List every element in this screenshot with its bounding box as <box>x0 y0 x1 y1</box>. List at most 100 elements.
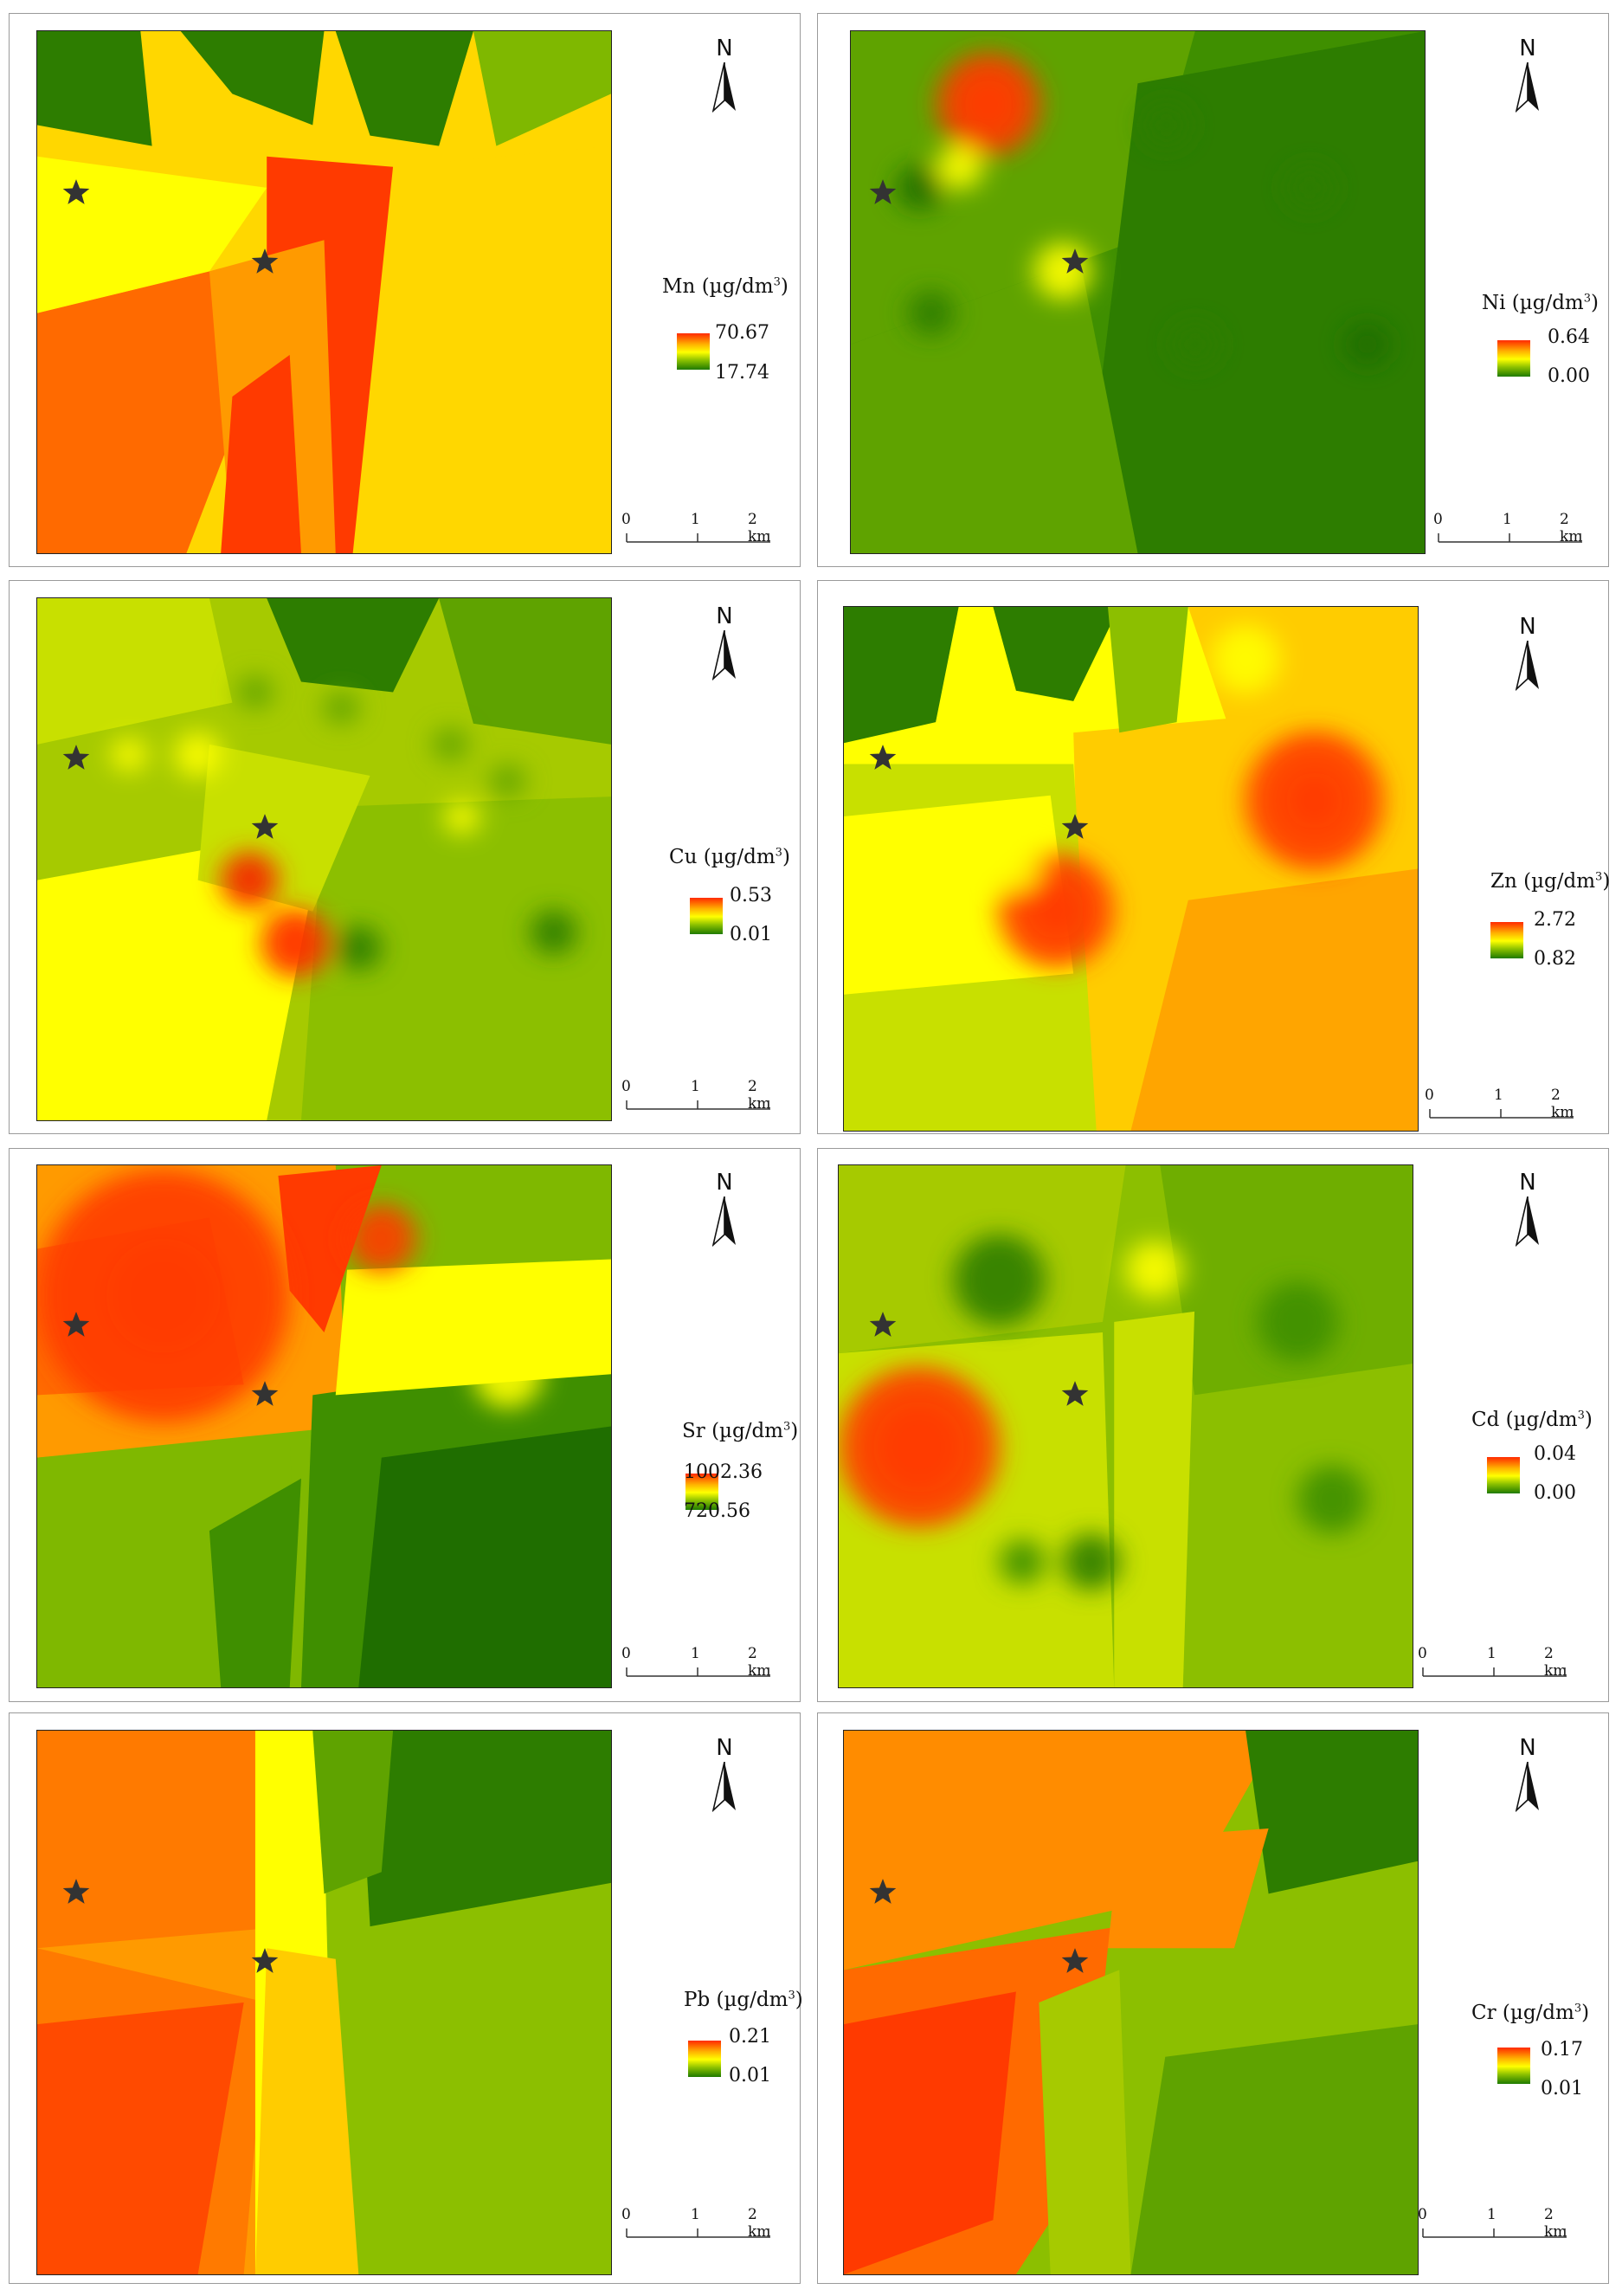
legend-element: Mn <box>662 275 702 298</box>
map-zone <box>1080 31 1425 553</box>
map-zone <box>180 31 325 126</box>
north-arrow: N <box>1502 1736 1554 1812</box>
map-zone <box>37 2003 244 2274</box>
site-marker-star-icon <box>868 1877 898 1906</box>
map-hotspot <box>1286 164 1333 211</box>
north-label: N <box>1519 614 1536 640</box>
map-zone <box>1114 1311 1195 1687</box>
scale-tick-label: 0 <box>621 511 631 528</box>
map-hotspot <box>908 290 955 337</box>
north-label: N <box>716 1170 733 1196</box>
cu-legend-title: Cu (µg/dm3) <box>669 846 790 868</box>
legend-max-value: 70.67 <box>715 322 769 344</box>
north-arrow-icon <box>1516 1762 1539 1812</box>
pb-legend-title: Pb (µg/dm3) <box>684 1989 803 2011</box>
legend-color-ramp <box>688 2041 721 2077</box>
scale-tick-label: 2 km <box>1544 1645 1567 1680</box>
map-hotspot <box>1143 102 1190 149</box>
map-zone <box>1182 1374 1413 1687</box>
map-hotspot <box>993 845 1039 893</box>
legend-color-ramp <box>1497 2048 1530 2084</box>
legend-unit-exponent: 3 <box>775 846 782 860</box>
scale-line <box>626 533 770 543</box>
mn-legend-title: Mn (µg/dm3) <box>662 275 788 298</box>
map-hotspot <box>444 800 480 835</box>
legend-min-value: 0.01 <box>730 924 772 945</box>
zn-distribution-map <box>843 606 1419 1132</box>
scale-tick-label: 2 km <box>1551 1087 1574 1121</box>
map-hotspot <box>1297 1465 1367 1534</box>
legend-unit-close: ) <box>1591 292 1599 314</box>
map-zone <box>254 1948 359 2274</box>
legend-unit: (µg/dm <box>711 1420 783 1442</box>
legend-unit-exponent: 3 <box>773 275 781 289</box>
legend-element: Pb <box>684 1989 717 2011</box>
map-zone <box>393 145 611 272</box>
legend-unit: (µg/dm <box>703 846 776 868</box>
map-hotspot <box>335 925 382 971</box>
legend-color-ramp <box>690 898 723 934</box>
map-zone <box>300 797 611 1120</box>
map-hotspot <box>1062 1533 1120 1591</box>
sr-legend-title: Sr (µg/dm3) <box>682 1420 798 1442</box>
map-hotspot <box>953 1234 1046 1326</box>
scale-bar: 0 1 2 km <box>1433 511 1584 554</box>
site-marker-star-icon <box>61 1310 91 1339</box>
legend-min-value: 0.01 <box>1541 2078 1583 2099</box>
map-zone <box>1039 1970 1131 2274</box>
legend-unit-close: ) <box>1584 1409 1593 1431</box>
scale-tick-label: 2 km <box>748 511 771 545</box>
sr-distribution-map <box>36 1164 612 1688</box>
map-hotspot <box>1257 1281 1338 1363</box>
scale-tick-label: 2 km <box>748 1078 771 1113</box>
scale-line <box>1422 2228 1567 2238</box>
scale-tick-label: 2 km <box>748 1645 771 1680</box>
map-zone <box>844 1991 1016 2274</box>
north-arrow: N <box>698 36 750 113</box>
scale-bar: 0 1 2 km <box>1418 2206 1568 2249</box>
legend-unit-close: ) <box>795 1989 803 2011</box>
map-hotspot <box>1285 771 1343 830</box>
scale-bar: 0 1 2 km <box>621 511 772 554</box>
north-arrow-icon <box>712 62 736 113</box>
legend-color-ramp <box>1490 922 1523 958</box>
map-zone <box>1245 1731 1418 1894</box>
north-arrow-icon <box>1516 641 1539 691</box>
site-marker-star-icon <box>61 1877 91 1906</box>
north-arrow-icon <box>1516 62 1539 113</box>
north-label: N <box>716 1735 733 1761</box>
site-marker-star-icon <box>868 177 898 207</box>
scale-tick-label: 2 km <box>748 2206 771 2241</box>
site-marker-star-icon <box>250 812 280 842</box>
map-hotspot <box>324 690 359 726</box>
map-zone <box>358 1426 611 1687</box>
map-hotspot <box>999 1538 1046 1585</box>
ni-legend-title: Ni (µg/dm3) <box>1482 292 1599 314</box>
map-zone <box>1130 2024 1418 2274</box>
legend-unit: (µg/dm <box>716 1989 788 2011</box>
map-zone <box>335 31 473 146</box>
legend-min-value: 720.56 <box>684 1500 750 1522</box>
scale-tick-label: 0 <box>1418 2206 1427 2223</box>
legend-min-value: 17.74 <box>715 362 769 384</box>
map-zone <box>1160 1165 1413 1396</box>
scale-tick-label: 0 <box>621 1078 631 1095</box>
legend-element: Cd <box>1471 1409 1506 1431</box>
map-hotspot <box>1172 321 1219 368</box>
scale-tick-label: 1 <box>1487 1645 1496 1662</box>
scale-line <box>626 2228 770 2238</box>
map-zone <box>1107 607 1188 733</box>
legend-max-value: 0.21 <box>729 2026 771 2048</box>
map-zone <box>37 1731 301 1949</box>
map-zone <box>267 598 440 693</box>
map-zone <box>439 598 611 745</box>
site-marker-star-icon <box>1060 247 1090 276</box>
site-marker-star-icon <box>1060 1379 1090 1409</box>
scale-bar: 0 1 2 km <box>621 1078 772 1121</box>
scale-tick-label: 1 <box>691 511 700 528</box>
legend-max-value: 0.64 <box>1548 326 1590 348</box>
mn-distribution-map <box>36 30 612 554</box>
map-hotspot <box>175 732 222 778</box>
legend-element: Cu <box>669 846 704 868</box>
site-marker-star-icon <box>1060 812 1090 842</box>
